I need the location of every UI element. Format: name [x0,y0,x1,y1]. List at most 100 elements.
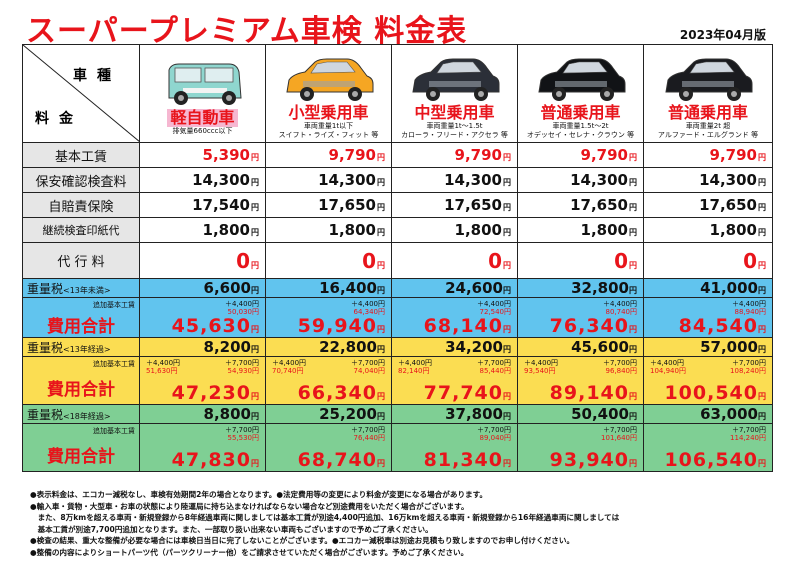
yen-unit: 円 [503,459,511,468]
weight-tax-amount: 57,000 [700,338,758,356]
total-value-cell: ＋4,400円 88,940円 84,540円 [643,297,773,338]
total-value-cell: ＋7,700円 76,440円 68,740円 [265,423,392,472]
total-label-cell: 追加基本工賃 費用合計 [22,297,140,338]
weight-tax-row: 重量税<18年経過> 8,800円 25,200円 37,800円 50,400円 63,… [22,404,773,424]
vehicle-class-description: アルファード・エルグランド 等 [657,130,759,139]
vehicle-class-name: 中型乗用車 [414,102,495,122]
fee-amount: 17,650 [699,196,757,214]
yen-unit: 円 [629,345,637,354]
fee-amount: 1,800 [328,221,376,239]
vehicle-header-small: 小型乗用車 車両重量1t以下 スイフト・ライズ・フィット 等 [265,44,392,143]
fee-amount: 17,650 [318,196,376,214]
additional-fee-4400: ＋4,400円 [350,300,385,308]
additional-fee-7700: ＋7,700円 [350,359,385,367]
yen-unit: 円 [503,286,511,295]
total-with-7700: 114,240円 [730,434,766,442]
weight-tax-amount: 24,600 [445,279,503,297]
yen-unit: 円 [629,325,637,334]
yen-unit: 円 [377,412,385,421]
weight-tax-amount: 16,400 [319,279,377,297]
yen-unit: 円 [758,325,766,334]
additional-fee-4400: ＋4,400円 [146,359,181,367]
fee-value: 14,300円 [391,167,518,193]
weight-tax-value: 8,200円 [139,337,266,357]
yen-unit: 円 [377,286,385,295]
fee-value: 17,650円 [265,192,392,218]
fee-value: 1,800円 [139,217,266,243]
additional-fee-7700: ＋7,700円 [476,426,511,434]
weight-tax-amount: 25,200 [319,405,377,423]
yen-unit: 円 [251,153,259,162]
total-value-cell: ＋7,700円 114,240円 106,540円 [643,423,773,472]
yen-unit: 円 [251,412,259,421]
total-label: 費用合計 [47,447,115,467]
total-value-cell: ＋4,400円 64,340円 59,940円 [265,297,392,338]
weight-tax-value: 34,200円 [391,337,518,357]
fee-amount: 9,790 [454,146,502,164]
weight-tax-value: 63,000円 [643,404,773,424]
additional-fee-label: 追加基本工賃 [93,360,135,368]
yen-unit: 円 [251,459,259,468]
total-number: 68,140 [423,315,503,337]
yen-unit: 円 [629,178,637,187]
total-label-cell: 追加基本工賃 費用合計 [22,356,140,405]
fee-amount: 14,300 [192,171,250,189]
weight-tax-amount: 8,200 [203,338,251,356]
weight-tax-value: 50,400円 [517,404,644,424]
weight-tax-amount: 32,800 [571,279,629,297]
fee-amount: 0 [743,248,757,273]
total-with-4400: 72,540円 [479,308,512,316]
total-number: 106,540 [664,449,758,471]
vehicle-class-description: 車両重量1t～1.5t [426,121,483,130]
corner-header: 車種 料金 [22,44,140,143]
fee-amount: 17,650 [444,196,502,214]
fee-value: 14,300円 [643,167,773,193]
total-value-cell: ＋4,400円 93,540円 ＋7,700円 96,840円 89,140円 [517,356,644,405]
vehicle-header-kei: 軽自動車 排気量660ccc以下 [139,44,266,143]
additional-fee-7700: ＋7,700円 [350,426,385,434]
total-amount: 47,230円 [172,382,259,404]
weight-tax-note: <18年経過> [63,411,111,421]
additional-fee-4400: ＋4,400円 [524,359,559,367]
additional-fee-label: 追加基本工賃 [93,427,135,435]
additional-fee-7700: ＋7,700円 [476,359,511,367]
total-amount: 68,740円 [298,449,385,471]
weight-tax-title: 重量税 [27,340,64,355]
total-with-7700: 85,440円 [479,367,512,375]
total-with-4400: 70,740円 [272,367,304,375]
total-amount: 59,940円 [298,315,385,337]
weight-tax-value: 25,200円 [265,404,392,424]
vehicle-header-medium: 中型乗用車 車両重量1t～1.5t カローラ・フリード・アクセラ 等 [391,44,518,143]
fee-amount: 17,540 [192,196,250,214]
yen-unit: 円 [629,412,637,421]
weight-tax-amount: 6,600 [203,279,251,297]
total-number: 93,940 [549,449,629,471]
weight-tax-amount: 22,800 [319,338,377,356]
total-amount: 93,940円 [550,449,637,471]
additional-fee-4400: ＋4,400円 [602,300,637,308]
fee-row-label: 継続検査印紙代 [22,217,140,243]
fee-amount: 1,800 [202,221,250,239]
vehicle-header-standard-1: 普通乗用車 車両重量1.5t～2t オデッセイ・セレナ・クラウン 等 [517,44,644,143]
fee-value: 1,800円 [265,217,392,243]
vehicle-class-name: 普通乗用車 [667,102,748,122]
additional-fee-4400: ＋4,400円 [731,300,766,308]
fee-amount: 14,300 [699,171,757,189]
fee-amount: 9,790 [580,146,628,164]
vehicle-class-description: カローラ・フリード・アクセラ 等 [401,130,508,139]
weight-tax-amount: 8,800 [203,405,251,423]
weight-tax-amount: 63,000 [700,405,758,423]
yen-unit: 円 [377,392,385,401]
weight-tax-amount: 34,200 [445,338,503,356]
yen-unit: 円 [629,203,637,212]
fee-row: 基本工賃 5,390円 9,790円 9,790円 9,790円 9,790円 [22,142,773,168]
yen-unit: 円 [503,412,511,421]
fee-value: 1,800円 [391,217,518,243]
footnotes: ●表示料金は、エコカー減税なし、車検有効期間2年の場合となります。●法定費用等の… [30,489,790,558]
total-value-cell: ＋4,400円 72,540円 68,140円 [391,297,518,338]
car-image [537,58,625,101]
fee-value: 1,800円 [643,217,773,243]
additional-fee-4400: ＋4,400円 [476,300,511,308]
yen-unit: 円 [503,153,511,162]
yen-unit: 円 [377,345,385,354]
